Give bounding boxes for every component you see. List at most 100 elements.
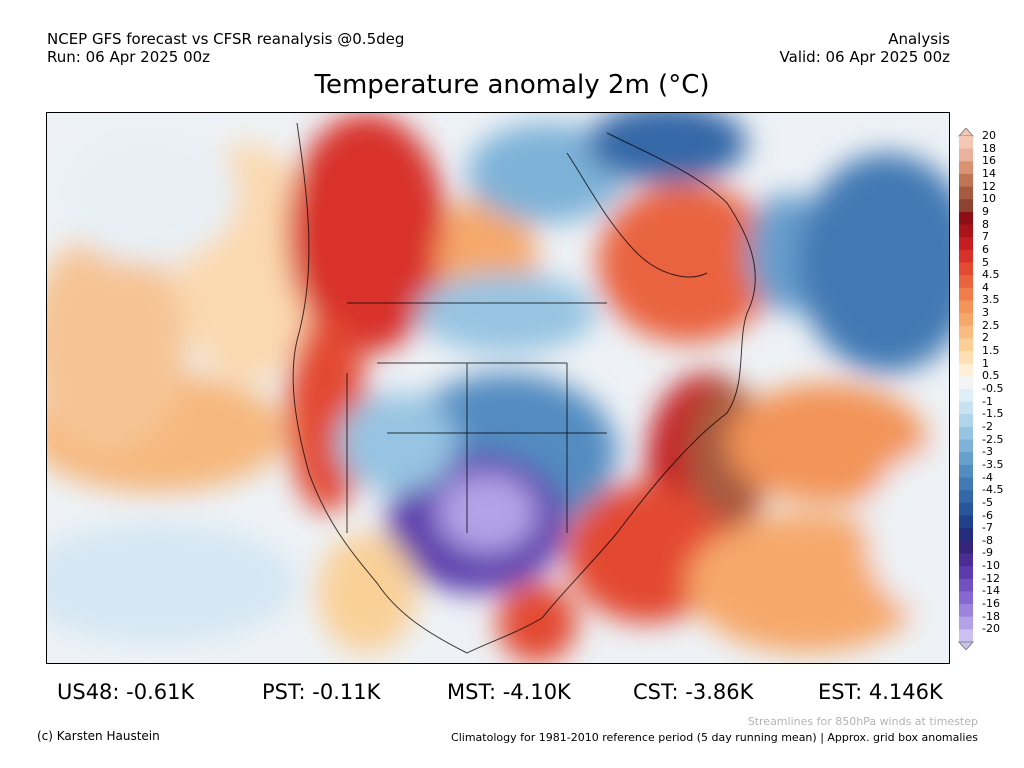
stat-us48: US48: -0.61K bbox=[57, 680, 195, 704]
header-left: NCEP GFS forecast vs CFSR reanalysis @0.… bbox=[47, 30, 404, 66]
colorbar-swatch bbox=[959, 186, 973, 200]
colorbar-arrow-up bbox=[958, 128, 974, 137]
colorbar-swatch bbox=[959, 566, 973, 580]
colorbar-label: 9 bbox=[982, 204, 989, 218]
colorbar-swatch bbox=[959, 490, 973, 504]
colorbar-swatch bbox=[959, 262, 973, 276]
colorbar-swatch bbox=[959, 452, 973, 466]
colorbar-label: 5 bbox=[982, 255, 989, 269]
colorbar-label: 1 bbox=[982, 356, 989, 370]
colorbar-label: -6 bbox=[982, 508, 993, 522]
colorbar-label: 3.5 bbox=[982, 293, 1000, 307]
colorbar-swatch bbox=[959, 401, 973, 415]
colorbar-label: 16 bbox=[982, 154, 996, 168]
colorbar-swatch bbox=[959, 363, 973, 377]
colorbar-label: -1 bbox=[982, 394, 993, 408]
colorbar-swatch bbox=[959, 389, 973, 403]
colorbar-swatch bbox=[959, 136, 973, 150]
colorbar-swatch bbox=[959, 338, 973, 352]
copyright: (c) Karsten Haustein bbox=[37, 729, 160, 743]
colorbar-swatch bbox=[959, 528, 973, 542]
colorbar-label: 4.5 bbox=[982, 268, 1000, 282]
colorbar-swatch bbox=[959, 211, 973, 226]
colorbar-swatch bbox=[959, 439, 973, 453]
run-time: Run: 06 Apr 2025 00z bbox=[47, 48, 211, 66]
colorbar-label: -14 bbox=[982, 584, 1000, 598]
colorbar-swatch bbox=[959, 148, 973, 162]
colorbar-swatch bbox=[959, 591, 973, 605]
colorbar-swatch bbox=[959, 161, 973, 175]
colorbar-swatch bbox=[959, 616, 973, 630]
colorbar-label: -5 bbox=[982, 495, 993, 509]
colorbar-swatch bbox=[959, 275, 973, 289]
colorbar-swatch bbox=[959, 199, 973, 213]
colorbar-swatch bbox=[959, 224, 973, 238]
colorbar-label: -7 bbox=[982, 521, 993, 535]
colorbar-label: -1.5 bbox=[982, 407, 1004, 421]
colorbar-label: -4.5 bbox=[982, 483, 1004, 497]
colorbar-swatch bbox=[959, 414, 973, 428]
regional-stats: US48: -0.61K PST: -0.11K MST: -4.10K CST… bbox=[0, 680, 1024, 704]
colorbar-label: 12 bbox=[982, 179, 996, 193]
colorbar-label: -8 bbox=[982, 533, 993, 547]
header-right: Analysis Valid: 06 Apr 2025 00z bbox=[780, 30, 950, 66]
colorbar-label: 14 bbox=[982, 166, 996, 180]
colorbar-swatch bbox=[959, 287, 973, 301]
colorbar-label: 10 bbox=[982, 192, 996, 206]
colorbar-label: 8 bbox=[982, 217, 989, 231]
coastlines bbox=[292, 122, 756, 654]
colorbar-swatch bbox=[959, 351, 973, 365]
colorbar-label: 2.5 bbox=[982, 318, 1000, 332]
colorbar: 20 18 16 14 12 10 9 8 7 6 5 4.5 4 3.5 3 2.5 2 1.5 1 0.5 -0.5… bbox=[958, 128, 1024, 650]
colorbar-label: -3 bbox=[982, 445, 993, 459]
anomaly-map bbox=[46, 112, 950, 664]
analysis-label: Analysis bbox=[888, 30, 950, 48]
colorbar-label: -10 bbox=[982, 559, 1000, 573]
valid-time: Valid: 06 Apr 2025 00z bbox=[779, 48, 950, 66]
colorbar-label: -0.5 bbox=[982, 382, 1004, 395]
colorbar-label: 20 bbox=[982, 129, 996, 142]
colorbar-label: -3.5 bbox=[982, 457, 1004, 471]
colorbar-swatch bbox=[959, 553, 973, 567]
colorbar-label: 4 bbox=[982, 280, 989, 294]
map-title: Temperature anomaly 2m (°C) bbox=[314, 70, 710, 100]
colorbar-swatch bbox=[959, 578, 973, 592]
colorbar-label: -20 bbox=[982, 622, 1000, 636]
stat-mst: MST: -4.10K bbox=[447, 680, 571, 704]
colorbar-swatch bbox=[959, 629, 973, 643]
colorbar-label: 3 bbox=[982, 306, 989, 320]
anomaly-field bbox=[47, 113, 949, 663]
colorbar-label: -18 bbox=[982, 609, 1000, 623]
colorbar-swatch bbox=[959, 300, 973, 314]
stat-pst: PST: -0.11K bbox=[262, 680, 381, 704]
model-description: NCEP GFS forecast vs CFSR reanalysis @0.… bbox=[47, 30, 405, 48]
colorbar-label: 1.5 bbox=[982, 344, 1000, 358]
colorbar-label: 0.5 bbox=[982, 369, 1000, 383]
colorbar-swatch bbox=[959, 237, 973, 251]
colorbar-label: -2 bbox=[982, 419, 993, 433]
colorbar-swatch bbox=[959, 477, 973, 491]
colorbar-label: 6 bbox=[982, 242, 989, 256]
colorbar-label: -4 bbox=[982, 470, 993, 484]
colorbar-label: -16 bbox=[982, 597, 1000, 611]
colorbar-swatch bbox=[959, 313, 973, 327]
colorbar-swatch bbox=[959, 464, 973, 479]
colorbar-swatch bbox=[959, 502, 973, 516]
colorbar-arrow-down bbox=[958, 641, 974, 650]
colorbar-swatch bbox=[959, 325, 973, 339]
colorbar-swatch bbox=[959, 604, 973, 618]
streamline-note: Streamlines for 850hPa winds at timestep bbox=[747, 715, 978, 728]
colorbar-swatch bbox=[959, 376, 973, 390]
stat-cst: CST: -3.86K bbox=[633, 680, 754, 704]
colorbar-swatches bbox=[958, 128, 974, 650]
colorbar-label: -9 bbox=[982, 546, 993, 560]
climatology-note: Climatology for 1981-2010 reference peri… bbox=[451, 731, 978, 744]
colorbar-swatch bbox=[959, 515, 973, 529]
colorbar-label: -12 bbox=[982, 571, 1000, 585]
colorbar-label: 18 bbox=[982, 141, 996, 155]
colorbar-swatch bbox=[959, 249, 973, 263]
colorbar-label: 2 bbox=[982, 331, 989, 345]
colorbar-label: -2.5 bbox=[982, 432, 1004, 446]
colorbar-swatch bbox=[959, 426, 973, 441]
colorbar-label: 7 bbox=[982, 230, 989, 244]
